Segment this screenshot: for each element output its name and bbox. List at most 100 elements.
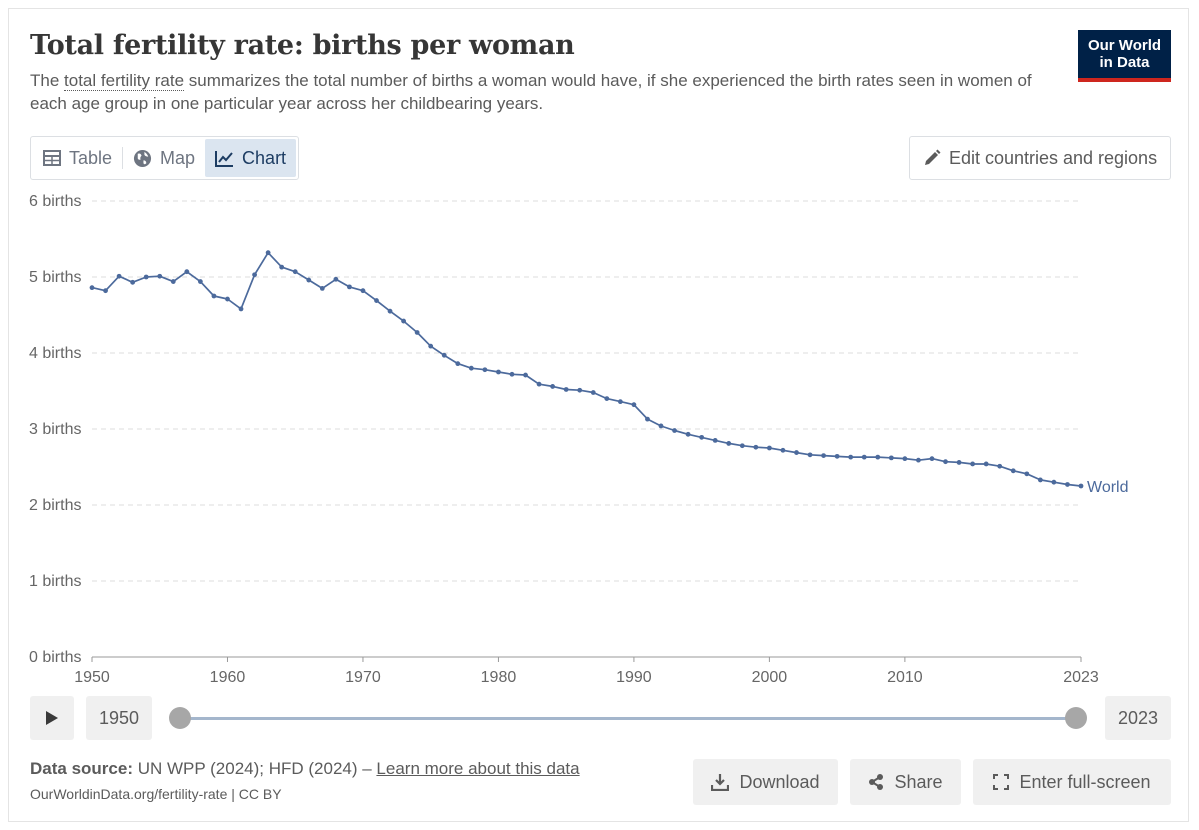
data-point [265,250,271,256]
fullscreen-button[interactable]: Enter full-screen [973,759,1171,805]
timeline-slider-track[interactable] [180,717,1076,720]
x-tick-label: 1950 [74,669,110,686]
data-point [130,279,136,285]
share-label: Share [894,771,943,792]
data-point [929,456,935,462]
line-chart-icon [215,150,234,167]
data-point [658,423,664,429]
data-point [1065,482,1070,487]
line-chart: 0 births 1 births 2 births 3 births 4 births… [29,193,1129,686]
x-tick-label: 2010 [887,669,923,686]
play-icon [46,711,58,725]
data-point [590,390,596,395]
data-point [970,461,976,467]
data-point [89,285,95,291]
play-button[interactable] [30,696,74,740]
data-point [1037,477,1043,483]
edit-countries-label: Edit countries and regions [948,147,1158,168]
owid-logo[interactable]: Our World in Data [1078,30,1171,82]
data-point [699,434,705,440]
y-tick-label: 5 births [29,269,81,286]
tab-chart-label: Chart [242,147,287,168]
data-point [916,457,921,463]
y-tick-label: 6 births [29,193,81,210]
edit-countries-button[interactable]: Edit countries and regions [909,136,1171,180]
data-point [672,428,677,433]
view-tabs: Table Map Chart [30,136,300,180]
tab-map[interactable]: Map [123,139,205,177]
data-point [509,371,515,377]
y-tick-label: 4 births [29,345,81,362]
data-source-label: Data source: [30,759,133,778]
data-point [414,330,420,335]
chart-url: OurWorldinData.org/fertility-rate | CC B… [30,786,282,802]
data-point [983,461,989,467]
tab-table-label: Table [69,147,113,168]
tab-divider [122,147,124,169]
data-point [997,463,1003,469]
data-point [766,445,772,451]
y-tick-label: 3 births [29,421,81,438]
definition-term[interactable]: total fertility rate [64,71,185,91]
x-tick-label: 1970 [345,669,381,686]
logo-line-2: in Data [1099,54,1150,71]
data-point [536,381,542,387]
data-point [184,269,190,275]
timeline-end-handle[interactable] [1065,707,1087,729]
data-point [347,284,352,290]
learn-more-link[interactable]: Learn more about this data [376,759,580,778]
data-point [753,444,759,450]
data-point [170,279,176,284]
download-label: Download [739,771,820,792]
data-point [319,286,325,291]
page-title: Total fertility rate: births per woman [30,30,575,61]
data-point [685,431,691,437]
data-point [197,279,203,284]
share-button[interactable]: Share [850,759,961,805]
data-point [821,453,826,458]
data-point [1010,468,1016,474]
x-tick-label: 1980 [481,669,517,686]
logo-accent-bar [1078,78,1171,82]
data-point [252,272,257,278]
data-point [1051,479,1057,485]
data-point [577,387,583,393]
data-point [712,438,718,443]
data-point [956,460,962,465]
x-tick-label: 1960 [210,669,246,686]
data-point [374,298,379,303]
series-line-world [91,251,1082,487]
data-point [834,453,840,459]
download-icon [711,774,730,791]
data-point [279,264,285,270]
data-point [306,277,312,283]
timeline-end-year[interactable]: 2023 [1105,696,1171,740]
data-point [617,399,623,405]
data-point [807,452,813,458]
y-tick-label: 1 births [29,573,81,590]
tab-table[interactable]: Table [33,139,122,177]
data-point [888,455,894,461]
fullscreen-icon [993,774,1010,790]
logo-line-1: Our World [1087,37,1162,54]
globe-icon [133,149,152,167]
data-point [455,361,461,367]
data-point [550,384,556,389]
data-source-text: UN WPP (2024); HFD (2024) – [132,759,377,778]
data-point [739,443,745,449]
download-button[interactable]: Download [693,759,838,805]
data-point [563,387,569,392]
data-point [780,447,786,453]
x-tick-label: 2000 [752,669,788,686]
data-point [401,318,407,324]
data-point [225,296,230,302]
tab-chart[interactable]: Chart [205,139,297,177]
data-point [292,269,298,275]
data-point [143,274,149,280]
timeline-start-year[interactable]: 1950 [86,696,152,740]
share-icon [869,774,884,790]
series-label-world: World [1087,479,1129,496]
y-tick-label: 0 births [29,649,81,666]
data-point [157,273,163,279]
timeline-start-handle[interactable] [169,707,191,729]
